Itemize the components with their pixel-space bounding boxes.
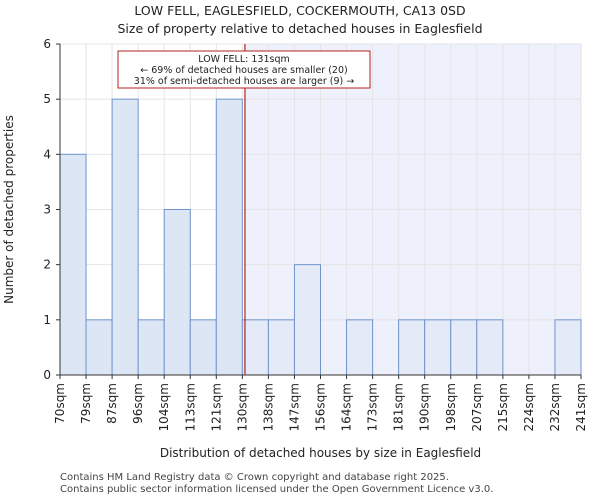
bar-164sqm bbox=[346, 319, 374, 376]
x-tick-label-224sqm: 224sqm bbox=[522, 383, 536, 431]
x-tick-label-198sqm: 198sqm bbox=[444, 383, 458, 431]
annotation-line-3: 31% of semi-detached houses are larger (… bbox=[134, 76, 354, 87]
x-tick-label-147sqm: 147sqm bbox=[287, 383, 301, 431]
x-tick-label-96sqm: 96sqm bbox=[131, 383, 145, 424]
x-tick-label-173sqm: 173sqm bbox=[366, 383, 380, 431]
x-tick-label-70sqm: 70sqm bbox=[53, 383, 67, 424]
bar-87sqm bbox=[111, 98, 139, 376]
annotation-line-2: ← 69% of detached houses are smaller (20… bbox=[140, 65, 347, 76]
bar-232sqm bbox=[554, 319, 582, 376]
y-tick-label-1: 1 bbox=[43, 313, 51, 327]
x-tick-label-156sqm: 156sqm bbox=[314, 383, 328, 431]
bar-207sqm bbox=[476, 319, 504, 376]
annotation-box bbox=[117, 50, 371, 89]
x-tick-label-87sqm: 87sqm bbox=[105, 383, 119, 424]
bar-130sqm bbox=[241, 319, 269, 376]
bar-70sqm bbox=[59, 153, 87, 376]
footer-line-1: Contains HM Land Registry data © Crown c… bbox=[60, 472, 449, 483]
bar-138sqm bbox=[267, 319, 295, 376]
bar-190sqm bbox=[424, 319, 452, 376]
x-tick-label-232sqm: 232sqm bbox=[548, 383, 562, 431]
x-tick-label-215sqm: 215sqm bbox=[496, 383, 510, 431]
x-axis-label: Distribution of detached houses by size … bbox=[160, 446, 481, 460]
bar-104sqm bbox=[163, 209, 191, 376]
bar-198sqm bbox=[450, 319, 478, 376]
chart-subtitle: Size of property relative to detached ho… bbox=[117, 21, 483, 36]
y-axis-label: Number of detached properties bbox=[2, 115, 16, 304]
annotation-line-1: LOW FELL: 131sqm bbox=[198, 54, 289, 65]
y-tick-label-2: 2 bbox=[43, 258, 51, 272]
y-tick-label-4: 4 bbox=[43, 147, 51, 161]
x-tick-label-138sqm: 138sqm bbox=[261, 383, 275, 431]
x-tick-label-241sqm: 241sqm bbox=[574, 383, 588, 431]
x-tick-label-181sqm: 181sqm bbox=[392, 383, 406, 431]
bar-181sqm bbox=[398, 319, 426, 376]
x-tick-label-79sqm: 79sqm bbox=[79, 383, 93, 424]
bar-121sqm bbox=[215, 98, 243, 376]
footer-line-2: Contains public sector information licen… bbox=[60, 484, 494, 495]
x-tick-label-130sqm: 130sqm bbox=[235, 383, 249, 431]
x-tick-label-104sqm: 104sqm bbox=[157, 383, 171, 431]
x-tick-label-121sqm: 121sqm bbox=[209, 383, 223, 431]
x-tick-label-207sqm: 207sqm bbox=[470, 383, 484, 431]
bar-79sqm bbox=[85, 319, 113, 376]
chart-title: LOW FELL, EAGLESFIELD, COCKERMOUTH, CA13… bbox=[134, 3, 466, 18]
x-tick-label-164sqm: 164sqm bbox=[340, 383, 354, 431]
y-tick-label-0: 0 bbox=[43, 368, 51, 382]
x-tick-label-113sqm: 113sqm bbox=[183, 383, 197, 431]
x-tick-label-190sqm: 190sqm bbox=[418, 383, 432, 431]
y-tick-label-6: 6 bbox=[43, 37, 51, 51]
bar-96sqm bbox=[137, 319, 165, 376]
y-tick-label-5: 5 bbox=[43, 92, 51, 106]
y-tick-label-3: 3 bbox=[43, 203, 51, 217]
bar-113sqm bbox=[189, 319, 217, 376]
bar-147sqm bbox=[293, 264, 322, 376]
